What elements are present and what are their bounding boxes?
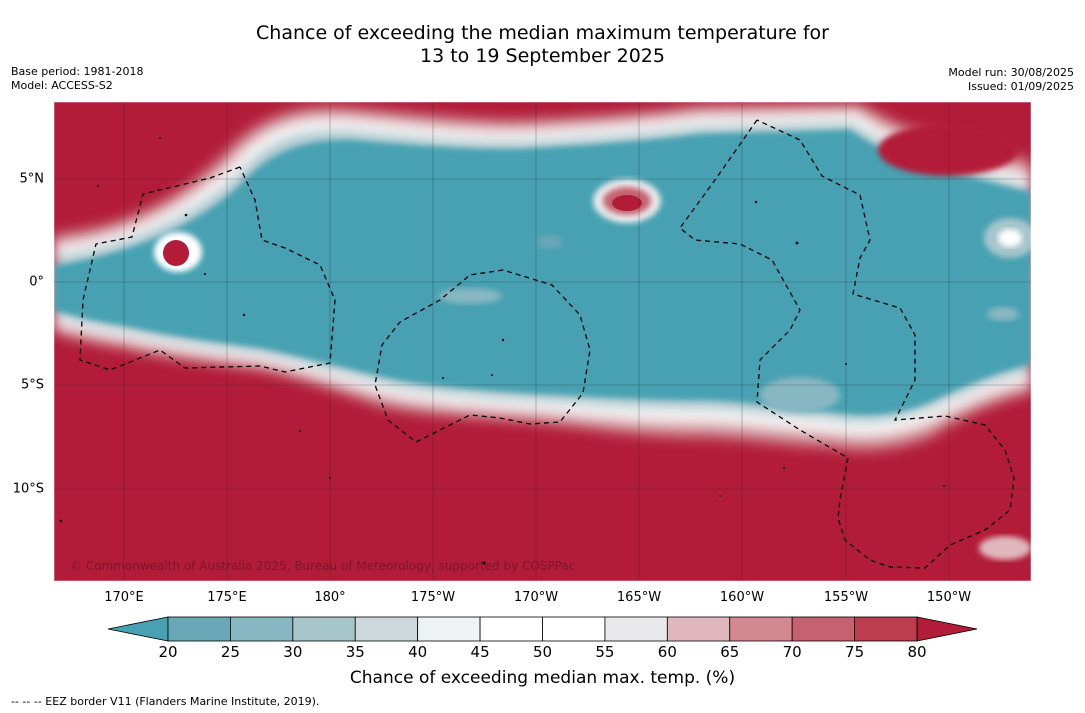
colorbar-segment [542,616,606,642]
lon-tick: 175°W [410,590,456,605]
lat-tick: 5°S [20,377,44,393]
colorbar-segment [791,616,855,642]
colorbar [107,616,978,642]
colorbar-segment [292,616,356,642]
colorbar-tick: 60 [657,643,677,661]
colorbar-under-arrow [107,616,169,642]
above-median-patches [154,124,1031,560]
islands [59,137,945,565]
model-run-text: Model run: 30/08/2025 [948,66,1074,79]
map-frame [53,101,1032,582]
issued-text: Issued: 01/09/2025 [967,80,1074,93]
copyright-text: © Commonwealth of Australia 2025, Bureau… [70,559,576,573]
colorbar-segment [729,616,793,642]
lon-tick: 180° [314,590,346,605]
colorbar-segment [666,616,731,642]
colorbar-tick: 55 [595,643,615,661]
colorbar-tick: 30 [283,643,303,661]
colorbar-tick: 25 [220,643,240,661]
eez-footnote: -- -- -- EEZ border V11 (Flanders Marine… [11,695,320,708]
lon-tick: 175°E [207,590,247,605]
colorbar-segment [167,616,231,642]
eez-borders [79,119,1015,569]
colorbar-tick: 70 [782,643,802,661]
map-title-line-1: Chance of exceeding the median maximum t… [256,22,829,44]
lon-tick: 170°W [513,590,559,605]
meta-left: Base period: 1981-2018 Model: ACCESS-S2 [11,65,143,93]
lon-tick: 170°E [104,590,144,605]
lon-tick: 165°W [616,590,662,605]
colorbar-tick: 65 [720,643,740,661]
colorbar-tick: 45 [470,643,490,661]
lon-tick: 160°W [719,590,765,605]
colorbar-segment [854,616,918,642]
colorbar-tick: 20 [158,643,178,661]
colorbar-segment [354,616,419,642]
lon-tick: 155°W [823,590,869,605]
lat-tick: 0° [29,274,44,290]
colorbar-tick: 80 [907,643,927,661]
map-title-line-2: 13 to 19 September 2025 [420,45,665,67]
colorbar-over-arrow [916,616,978,642]
colorbar-segment [479,616,543,642]
colorbar-segment [230,616,294,642]
lon-tick: 150°W [926,590,972,605]
lat-tick: 5°N [19,171,45,187]
colorbar-segment [604,616,668,642]
colorbar-tick: 35 [345,643,365,661]
meta-right: Model run: 30/08/2025 Issued: 01/09/2025 [948,66,1074,94]
colorbar-label: Chance of exceeding median max. temp. (%… [349,668,736,688]
colorbar-segment [417,616,481,642]
below-median-band [54,130,1031,415]
lat-tick: 10°S [12,481,44,497]
base-period-text: Base period: 1981-2018 [11,65,144,78]
colorbar-tick: 40 [408,643,428,661]
colorbar-tick: 75 [845,643,865,661]
colorbar-tick: 50 [532,643,553,661]
map-plot-area [54,102,1031,581]
model-text: Model: ACCESS-S2 [11,79,113,92]
